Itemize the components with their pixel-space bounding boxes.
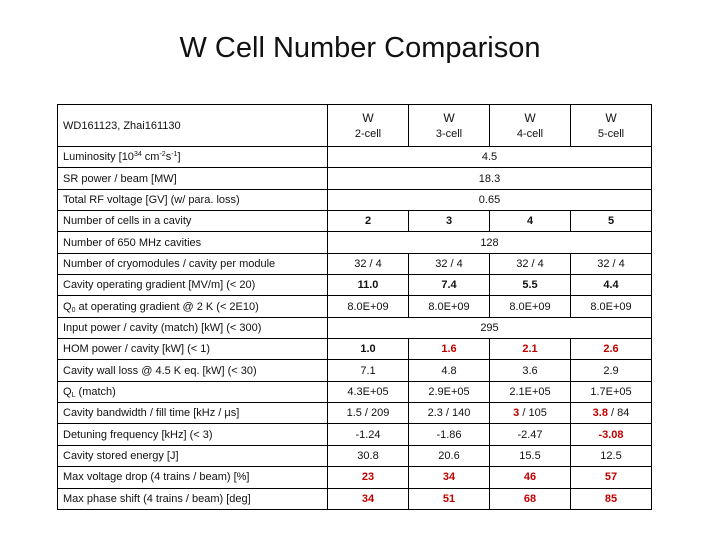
value-cell: 5.5 <box>489 274 571 297</box>
row-label: Number of 650 MHz cavities <box>57 231 328 254</box>
row-label: Cavity wall loss @ 4.5 K eq. [kW] (< 30) <box>57 359 328 382</box>
value-cell: 1.5 / 209 <box>327 402 409 425</box>
value-cell: 3 / 105 <box>489 402 571 425</box>
row-label: Cavity stored energy [J] <box>57 444 328 468</box>
table-row: Detuning frequency [kHz] (< 3) -1.24 -1.86… <box>57 423 652 446</box>
value-cell: 2.9E+05 <box>408 380 490 404</box>
row-label: Input power / cavity (match) [kW] (< 300… <box>57 316 328 340</box>
shared-value-cell: 18.3 <box>327 167 652 190</box>
value-cell: 46 <box>489 466 571 489</box>
column-header-3-cell: W 3-cell <box>408 104 490 147</box>
table-row: SR power / beam [MW] 18.3 <box>57 167 652 190</box>
value-cell: -3.08 <box>570 423 652 446</box>
header-row: WD161123, Zhai161130 W 2-cell W 3-cell W 4-cel… <box>57 104 652 147</box>
row-label: Total RF voltage [GV] (w/ para. loss) <box>57 188 328 212</box>
value-cell: 1.0 <box>327 338 409 361</box>
value-cell: 5 <box>570 210 652 233</box>
value-cell: 57 <box>570 466 652 489</box>
table-row: Max phase shift (4 trains / beam) [deg] 3… <box>57 487 652 510</box>
value-cell: 7.1 <box>327 359 409 382</box>
value-cell: 32 / 4 <box>408 252 490 276</box>
value-cell: 32 / 4 <box>570 252 652 276</box>
row-label: Luminosity [1034 cm-2s-1] <box>57 145 328 169</box>
row-label: Number of cells in a cavity <box>57 210 328 233</box>
table-row: Input power / cavity (match) [kW] (< 300… <box>57 316 652 340</box>
value-cell: 8.0E+09 <box>570 295 652 318</box>
value-cell: 2.1E+05 <box>489 380 571 404</box>
row-label: Q0 at operating gradient @ 2 K (< 2E10) <box>57 295 328 318</box>
value-cell: 3.8 / 84 <box>570 402 652 425</box>
value-cell: 32 / 4 <box>489 252 571 276</box>
row-label: Max phase shift (4 trains / beam) [deg] <box>57 487 328 510</box>
value-cell: 11.0 <box>327 274 409 297</box>
value-cell: 30.8 <box>327 444 409 468</box>
value-cell: 2.9 <box>570 359 652 382</box>
column-header-2-cell: W 2-cell <box>327 104 409 147</box>
table-row: Cavity operating gradient [MV/m] (< 20) 1… <box>57 274 652 297</box>
shared-value-cell: 4.5 <box>327 145 652 169</box>
value-cell: 7.4 <box>408 274 490 297</box>
value-cell: 20.6 <box>408 444 490 468</box>
value-cell: 4.3E+05 <box>327 380 409 404</box>
value-cell: 51 <box>408 487 490 510</box>
table-row: Luminosity [1034 cm-2s-1] 4.5 <box>57 145 652 169</box>
value-cell: -2.47 <box>489 423 571 446</box>
value-cell: 85 <box>570 487 652 510</box>
comparison-table: WD161123, Zhai161130 W 2-cell W 3-cell W 4-cel… <box>57 104 652 510</box>
table-row: Number of 650 MHz cavities 128 <box>57 231 652 254</box>
value-cell: 4.4 <box>570 274 652 297</box>
shared-value-cell: 128 <box>327 231 652 254</box>
table-row: Cavity bandwidth / fill time [kHz / μs] 1… <box>57 402 652 425</box>
value-cell: 2.6 <box>570 338 652 361</box>
shared-value-cell: 0.65 <box>327 188 652 212</box>
row-label: Cavity operating gradient [MV/m] (< 20) <box>57 274 328 297</box>
table-row: Cavity wall loss @ 4.5 K eq. [kW] (< 30)… <box>57 359 652 382</box>
row-label: HOM power / cavity [kW] (< 1) <box>57 338 328 361</box>
value-cell: 32 / 4 <box>327 252 409 276</box>
value-cell: 1.7E+05 <box>570 380 652 404</box>
value-cell: 2.1 <box>489 338 571 361</box>
value-cell: 3 <box>408 210 490 233</box>
column-header-4-cell: W 4-cell <box>489 104 571 147</box>
page-title: W Cell Number Comparison <box>179 32 541 64</box>
value-cell: 68 <box>489 487 571 510</box>
value-cell: 2 <box>327 210 409 233</box>
row-label: SR power / beam [MW] <box>57 167 328 190</box>
table-row: HOM power / cavity [kW] (< 1) 1.0 1.6 2.1 2.… <box>57 338 652 361</box>
value-cell: 15.5 <box>489 444 571 468</box>
table-row: Q0 at operating gradient @ 2 K (< 2E10) 8… <box>57 295 652 318</box>
value-cell: 12.5 <box>570 444 652 468</box>
row-label: Number of cryomodules / cavity per modul… <box>57 252 328 276</box>
value-cell: 4.8 <box>408 359 490 382</box>
table-row: Max voltage drop (4 trains / beam) [%] 23… <box>57 466 652 489</box>
corner-label: WD161123, Zhai161130 <box>57 104 328 147</box>
value-cell: -1.24 <box>327 423 409 446</box>
value-cell: 34 <box>327 487 409 510</box>
value-cell: 23 <box>327 466 409 489</box>
value-cell: 3.6 <box>489 359 571 382</box>
row-label: Max voltage drop (4 trains / beam) [%] <box>57 466 328 489</box>
value-cell: 8.0E+09 <box>408 295 490 318</box>
shared-value-cell: 295 <box>327 316 652 340</box>
row-label: Detuning frequency [kHz] (< 3) <box>57 423 328 446</box>
row-label: Cavity bandwidth / fill time [kHz / μs] <box>57 402 328 425</box>
table-row: Number of cryomodules / cavity per modul… <box>57 252 652 276</box>
value-cell: 2.3 / 140 <box>408 402 490 425</box>
value-cell: 34 <box>408 466 490 489</box>
table-row: QL (match) 4.3E+05 2.9E+05 2.1E+05 1.7E+05 <box>57 380 652 404</box>
value-cell: 8.0E+09 <box>489 295 571 318</box>
row-label: QL (match) <box>57 380 328 404</box>
value-cell: 8.0E+09 <box>327 295 409 318</box>
column-header-5-cell: W 5-cell <box>570 104 652 147</box>
value-cell: 1.6 <box>408 338 490 361</box>
value-cell: 4 <box>489 210 571 233</box>
table-row: Cavity stored energy [J] 30.8 20.6 15.5 12.5 <box>57 444 652 468</box>
table-row: Number of cells in a cavity 2 3 4 5 <box>57 210 652 233</box>
table-row: Total RF voltage [GV] (w/ para. loss) 0.6… <box>57 188 652 212</box>
value-cell: -1.86 <box>408 423 490 446</box>
